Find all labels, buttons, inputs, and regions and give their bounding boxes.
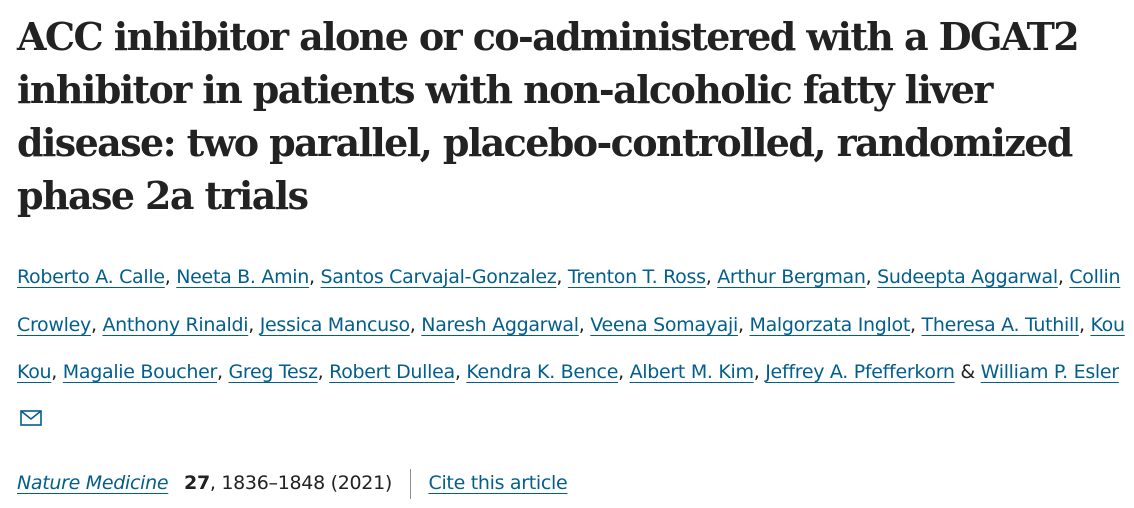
author-separator: ,: [865, 266, 872, 288]
author-link[interactable]: Albert M. Kim: [629, 361, 754, 383]
author-separator: ,: [1078, 313, 1085, 336]
author-link[interactable]: Neeta B. Amin: [176, 266, 310, 288]
author-link[interactable]: Robert Dullea: [329, 361, 455, 383]
pages-year: , 1836–1848 (2021): [209, 472, 392, 494]
author-link[interactable]: Trenton T. Ross: [567, 266, 706, 288]
author-link[interactable]: Jeffrey A. Pfefferkorn: [765, 361, 955, 383]
citation-line: Nature Medicine 27, 1836–1848 (2021) Cit…: [17, 466, 568, 500]
author-link[interactable]: Arthur Bergman: [717, 266, 866, 288]
author-separator: ,: [1057, 266, 1064, 288]
author-separator: ,: [753, 361, 760, 383]
article-title: ACC inhibitor alone or co-administered w…: [17, 14, 1080, 218]
author-link[interactable]: Jessica Mancuso: [259, 313, 410, 336]
author-separator: ,: [90, 313, 97, 336]
article-header: ACC inhibitor alone or co-administered w…: [17, 10, 1127, 222]
author-separator: ,: [217, 361, 223, 383]
author-link[interactable]: Naresh Aggarwal: [421, 313, 579, 336]
author-separator: ,: [618, 361, 624, 383]
author-link[interactable]: Malgorzata Inglot: [749, 313, 911, 336]
author-separator: ,: [309, 266, 315, 288]
author-separator: ,: [51, 361, 58, 383]
author-link[interactable]: Greg Tesz: [228, 361, 318, 383]
author-link[interactable]: Sudeepta Aggarwal: [877, 266, 1058, 288]
author-link[interactable]: Collin Crowley: [17, 266, 1121, 336]
volume-number: 27: [184, 472, 210, 494]
journal-link[interactable]: Nature Medicine: [17, 472, 169, 494]
author-link[interactable]: Kou Kou: [17, 313, 1125, 384]
author-link[interactable]: Santos Carvajal-Gonzalez: [320, 266, 557, 288]
last-author-joiner: &: [960, 361, 975, 383]
author-separator: ,: [578, 313, 585, 336]
citation-divider: [409, 468, 411, 499]
author-separator: ,: [737, 313, 744, 336]
author-separator: ,: [556, 266, 563, 288]
author-link[interactable]: Kendra K. Bence: [466, 361, 619, 383]
author-link[interactable]: William P. Esler: [980, 361, 1119, 383]
author-separator: ,: [910, 313, 916, 336]
author-link[interactable]: Roberto A. Calle: [17, 266, 165, 288]
author-separator: ,: [705, 266, 712, 288]
author-list: Roberto A. Calle, Neeta B. Amin, Santos …: [17, 254, 1127, 446]
author-separator: ,: [164, 266, 171, 288]
author-link[interactable]: Theresa A. Tuthill: [921, 313, 1080, 336]
author-link[interactable]: Veena Somayaji: [590, 313, 738, 336]
envelope-icon[interactable]: [20, 397, 42, 445]
author-separator: ,: [409, 313, 416, 336]
cite-this-article-link[interactable]: Cite this article: [428, 472, 568, 494]
author-separator: ,: [454, 361, 461, 383]
author-separator: ,: [248, 313, 254, 336]
author-link[interactable]: Anthony Rinaldi: [102, 313, 249, 336]
author-separator: ,: [317, 361, 324, 383]
author-link[interactable]: Magalie Boucher: [62, 361, 218, 383]
